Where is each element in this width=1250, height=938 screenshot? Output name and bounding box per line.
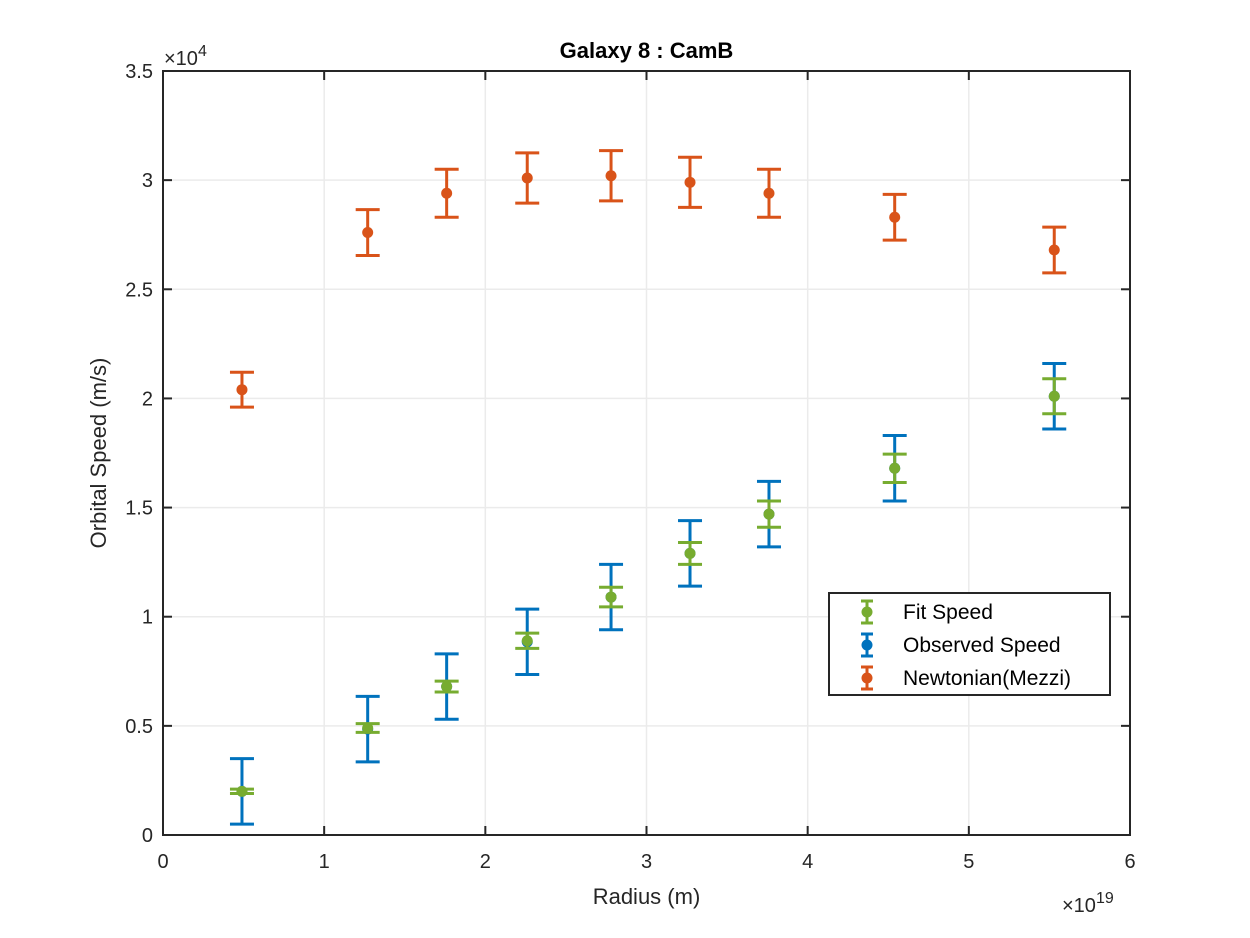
data-point xyxy=(521,635,533,647)
data-point xyxy=(605,591,617,603)
y-tick-label: 3.5 xyxy=(125,61,153,83)
legend-label: Fit Speed xyxy=(903,601,993,624)
x-tick-label: 5 xyxy=(963,851,974,873)
data-point xyxy=(684,176,696,188)
data-point xyxy=(236,785,248,797)
data-point xyxy=(605,170,617,182)
legend-entries: Fit Speed Observed Speed Newtonian(Mezzi) xyxy=(861,599,1071,691)
x-multiplier-exponent: 19 xyxy=(1096,890,1114,907)
plot-frame xyxy=(162,70,1131,836)
legend: Fit Speed Observed Speed Newtonian(Mezzi) xyxy=(828,592,1111,696)
data-point xyxy=(236,384,248,396)
x-axis-multiplier: ×1019 xyxy=(1062,890,1114,917)
legend-label: Observed Speed xyxy=(903,634,1061,657)
legend-marker xyxy=(861,606,873,618)
series-fit-speed xyxy=(229,377,1067,797)
y-tick-label: 1 xyxy=(142,607,153,629)
data-point xyxy=(441,681,453,693)
chart-title: Galaxy 8 : CamB xyxy=(560,38,734,63)
y-axis-multiplier: ×104 xyxy=(164,43,207,70)
y-multiplier-base: ×10 xyxy=(164,48,198,70)
data-point xyxy=(362,722,374,734)
data-point xyxy=(1048,390,1060,402)
x-tick-label: 3 xyxy=(641,851,652,873)
data-point xyxy=(362,227,374,239)
legend-entry: Newtonian(Mezzi) xyxy=(861,665,1071,691)
data-point xyxy=(684,547,696,559)
y-axis-title: Orbital Speed (m/s) xyxy=(86,358,111,549)
data-point xyxy=(1048,244,1060,256)
data-series xyxy=(229,149,1067,826)
x-tick-label: 6 xyxy=(1124,851,1135,873)
x-axis-title: Radius (m) xyxy=(593,884,701,909)
y-tick-label: 2.5 xyxy=(125,279,153,301)
legend-entry: Fit Speed xyxy=(861,599,993,625)
y-multiplier-exponent: 4 xyxy=(198,43,207,60)
legend-marker xyxy=(861,639,873,651)
data-point xyxy=(889,462,901,474)
legend-label: Newtonian(Mezzi) xyxy=(903,667,1071,690)
y-tick-label: 0.5 xyxy=(125,716,153,738)
y-tick-label: 2 xyxy=(142,388,153,410)
x-tick-label: 4 xyxy=(802,851,813,873)
x-tick-label: 1 xyxy=(319,851,330,873)
x-tick-label: 0 xyxy=(157,851,168,873)
data-point xyxy=(889,211,901,223)
legend-marker xyxy=(861,672,873,684)
data-point xyxy=(441,187,453,199)
tick-labels: 0 1 2 3 4 5 6 0 0.5 1 1.5 2 2.5 3 3.5 xyxy=(125,61,1135,873)
legend-entry: Observed Speed xyxy=(861,632,1061,658)
series-newtonian-mezzi- xyxy=(229,149,1067,409)
data-point xyxy=(763,508,775,520)
grid-lines xyxy=(163,71,1130,835)
legend-box xyxy=(828,592,1111,696)
x-tick-label: 2 xyxy=(480,851,491,873)
data-point xyxy=(763,187,775,199)
y-tick-label: 3 xyxy=(142,170,153,192)
y-tick-label: 0 xyxy=(142,825,153,847)
data-point xyxy=(521,172,533,184)
x-multiplier-base: ×10 xyxy=(1062,895,1096,917)
y-tick-label: 1.5 xyxy=(125,498,153,520)
